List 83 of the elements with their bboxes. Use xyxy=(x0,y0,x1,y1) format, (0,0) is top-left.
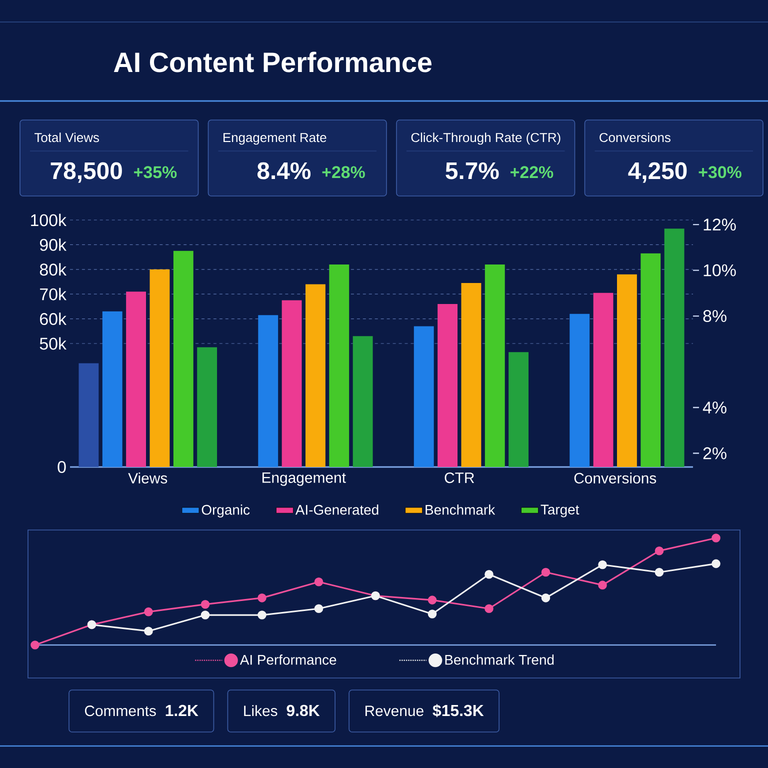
text: $15.3K xyxy=(432,704,484,718)
bar xyxy=(461,282,482,467)
text: 1.2K xyxy=(166,704,198,716)
text: +28% xyxy=(322,166,365,178)
bar xyxy=(126,292,146,467)
category-label: Click-Through Rate (CTR) xyxy=(411,132,560,145)
bar xyxy=(78,363,99,467)
bar xyxy=(508,352,529,467)
bar xyxy=(102,311,122,467)
point xyxy=(314,577,324,586)
text: 5.7% xyxy=(446,162,499,180)
text: 4,250 xyxy=(628,162,687,183)
legend-label: Benchmark Trend xyxy=(445,654,554,665)
bar xyxy=(258,315,278,467)
category-label: Engagement Rate xyxy=(224,133,326,145)
text: +22% xyxy=(510,166,554,178)
x-tick-label: Conversions xyxy=(574,472,656,484)
bar xyxy=(329,264,350,467)
y-tick-label: 0 xyxy=(58,461,66,473)
legend-label: AI-Generated xyxy=(295,504,378,515)
legend-label: Target xyxy=(540,504,580,518)
y2-tick-label: 2% xyxy=(703,447,726,460)
legend-label: Organic xyxy=(202,504,250,518)
bar xyxy=(438,304,458,467)
y-tick-label: 60k xyxy=(40,312,67,326)
x-tick-label: CTR xyxy=(444,472,474,484)
category-label: Conversions xyxy=(600,132,670,142)
point xyxy=(598,560,607,570)
point xyxy=(200,610,210,620)
point xyxy=(484,570,494,579)
bar xyxy=(617,274,637,467)
point xyxy=(258,610,266,620)
text: 9.8K xyxy=(286,704,320,716)
y-tick-label: 80k xyxy=(40,263,67,276)
x-tick-label: Engagement xyxy=(262,472,346,486)
bar xyxy=(484,264,505,467)
bar xyxy=(173,250,194,467)
y-tick-label: 50k xyxy=(40,337,67,350)
bar xyxy=(282,300,302,467)
y-tick-label: 70k xyxy=(40,288,67,300)
category-label: Total Views xyxy=(34,132,99,142)
point xyxy=(654,568,664,577)
text: 8.4% xyxy=(257,162,311,180)
point xyxy=(30,640,40,650)
text: 78,500 xyxy=(50,162,122,183)
legend-label: AI Performance xyxy=(240,654,336,665)
point xyxy=(654,546,664,556)
y2-tick-label: 8% xyxy=(703,310,726,322)
bar xyxy=(664,228,684,467)
bar xyxy=(570,314,590,467)
y2-tick-label: 4% xyxy=(702,402,726,414)
point xyxy=(428,610,437,618)
category-label: Revenue xyxy=(365,706,424,716)
text: +35% xyxy=(134,166,177,178)
point xyxy=(428,596,437,604)
point xyxy=(144,626,153,636)
category-label: Likes xyxy=(244,705,278,716)
point xyxy=(541,594,550,602)
bar xyxy=(593,292,614,467)
point xyxy=(314,604,324,614)
point xyxy=(712,534,720,542)
bar xyxy=(352,336,373,467)
bar xyxy=(197,347,218,467)
text: AI Content Performance xyxy=(114,52,432,72)
y-tick-label: 100k xyxy=(31,214,67,226)
category-label: Comments xyxy=(84,706,156,716)
point xyxy=(541,568,550,577)
y-tick-label: 90k xyxy=(40,238,67,251)
y2-tick-label: 10% xyxy=(704,264,736,276)
bar xyxy=(640,253,661,467)
y2-tick-label: 12% xyxy=(704,218,736,231)
text: +30% xyxy=(698,166,742,178)
bar xyxy=(150,269,170,467)
legend-label: Benchmark xyxy=(426,504,496,515)
point xyxy=(598,580,607,590)
point xyxy=(200,600,210,609)
bar xyxy=(305,284,326,467)
point xyxy=(258,594,266,602)
point xyxy=(484,604,494,614)
x-tick-label: Views xyxy=(128,472,168,484)
bar xyxy=(414,326,434,467)
point xyxy=(144,607,153,616)
point xyxy=(712,559,720,568)
